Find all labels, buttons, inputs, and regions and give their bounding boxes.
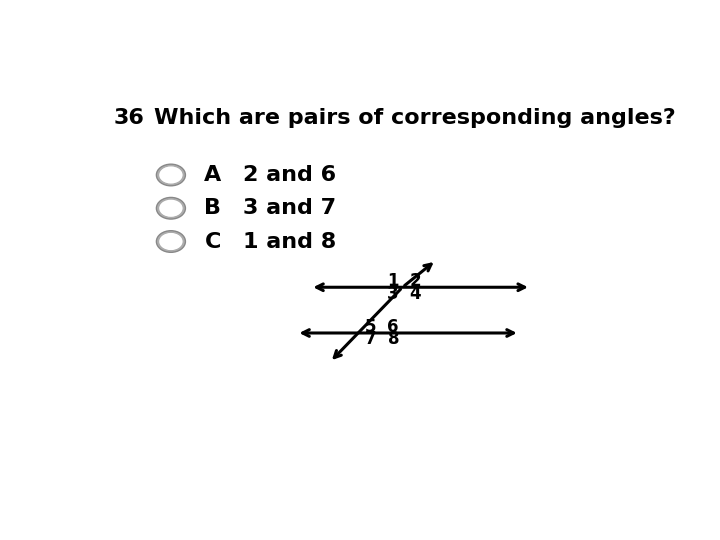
Text: 3: 3 [387,285,399,302]
Text: 8: 8 [389,330,400,348]
Text: 5: 5 [365,318,377,335]
Text: A: A [204,165,222,185]
Text: 3 and 7: 3 and 7 [243,198,336,218]
Circle shape [158,199,183,218]
Text: 6: 6 [387,318,398,335]
Text: 36: 36 [114,109,144,129]
Text: 1: 1 [387,272,399,290]
Circle shape [156,198,186,219]
Text: 4: 4 [409,285,420,302]
Text: Which are pairs of corresponding angles?: Which are pairs of corresponding angles? [154,109,676,129]
Text: 7: 7 [365,330,377,348]
Circle shape [156,231,186,252]
Circle shape [156,164,186,186]
Circle shape [158,232,183,251]
Text: C: C [204,232,221,252]
Text: 1 and 8: 1 and 8 [243,232,337,252]
Circle shape [158,166,183,184]
Text: B: B [204,198,221,218]
Text: 2: 2 [409,272,420,290]
Text: 2 and 6: 2 and 6 [243,165,336,185]
